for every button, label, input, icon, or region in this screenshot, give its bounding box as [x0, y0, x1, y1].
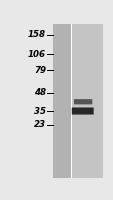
Text: 23: 23: [34, 120, 46, 129]
Bar: [72, 24, 102, 178]
Text: 35: 35: [34, 107, 46, 116]
Text: 158: 158: [28, 30, 46, 39]
Bar: [53, 24, 70, 178]
FancyBboxPatch shape: [71, 107, 93, 115]
Text: 79: 79: [34, 66, 46, 75]
Text: 106: 106: [28, 50, 46, 59]
FancyBboxPatch shape: [73, 99, 92, 104]
Bar: [70, 24, 72, 178]
Text: 48: 48: [34, 88, 46, 97]
